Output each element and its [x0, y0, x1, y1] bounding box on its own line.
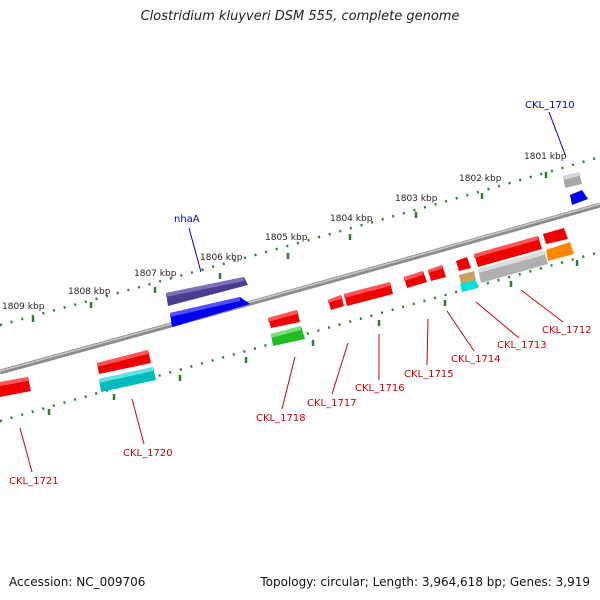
feature-label-CKL_1710: CKL_1710	[525, 100, 575, 111]
major-ticks-outer	[31, 172, 548, 322]
connector-CKL_1720	[131, 398, 145, 445]
connector-CKL_1717	[331, 342, 349, 395]
ruler-label: 1805 kbp	[265, 233, 308, 243]
ruler-label: 1806 kbp	[200, 253, 243, 263]
feature-label-CKL_1718: CKL_1718	[256, 413, 306, 424]
connector-CKL_1715	[426, 318, 429, 366]
feature-CKL_1717[interactable]	[328, 295, 344, 310]
topology-text: Topology: circular; Length: 3,964,618 bp…	[260, 575, 590, 589]
ruler-label: 1801 kbp	[524, 152, 567, 162]
ruler-label: 1808 kbp	[68, 287, 111, 297]
feature-CKL_1713[interactable]	[456, 257, 478, 292]
feature-CKL_1710[interactable]	[563, 172, 588, 205]
accession-text: Accession: NC_009706	[9, 575, 146, 589]
connector-CKL_1718	[281, 356, 296, 410]
major-ticks-inner	[47, 260, 579, 415]
feature-CKL_1714[interactable]	[428, 265, 446, 281]
feature-label-CKL_1716: CKL_1716	[355, 383, 405, 394]
connector-CKL_1721	[19, 427, 33, 473]
connector-CKL_1710	[548, 111, 567, 158]
connector-CKL_1713	[475, 301, 520, 339]
feature-CKL_1718[interactable]	[268, 310, 305, 346]
map-title: Clostridium kluyveri DSM 555, complete g…	[140, 9, 460, 24]
ruler-label: 1809 kbp	[2, 302, 45, 312]
ruler-label: 1802 kbp	[459, 174, 502, 184]
ruler-label: 1803 kbp	[395, 194, 438, 204]
feature-CKL_1712[interactable]	[474, 228, 574, 283]
feature-label-CKL_1713: CKL_1713	[497, 340, 547, 351]
feature-label-nhaA: nhaA	[174, 214, 200, 225]
connector-nhaA	[188, 227, 202, 273]
feature-label-CKL_1712: CKL_1712	[542, 325, 592, 336]
feature-CKL_1716[interactable]	[344, 282, 393, 306]
feature-label-CKL_1720: CKL_1720	[123, 448, 173, 459]
feature-CKL_1720[interactable]	[97, 350, 156, 392]
connector-CKL_1712	[520, 289, 564, 323]
ruler-label: 1807 kbp	[134, 269, 177, 279]
connector-CKL_1714	[446, 310, 475, 352]
feature-label-CKL_1714: CKL_1714	[451, 354, 501, 365]
feature-CKL_1721[interactable]	[0, 377, 31, 397]
feature-CKL_1715[interactable]	[404, 271, 427, 288]
ruler-label: 1804 kbp	[330, 214, 373, 224]
feature-label-CKL_1715: CKL_1715	[404, 369, 454, 380]
feature-nhaA[interactable]	[166, 277, 250, 327]
genome-backbone	[0, 202, 600, 375]
feature-label-CKL_1717: CKL_1717	[307, 398, 357, 409]
feature-label-CKL_1721: CKL_1721	[9, 476, 59, 487]
